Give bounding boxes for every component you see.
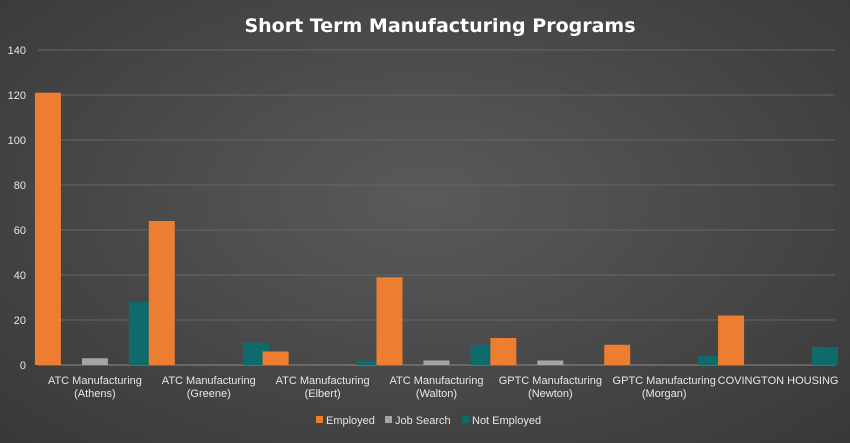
- y-tick-label: 80: [14, 180, 26, 192]
- legend-label: Employed: [326, 415, 375, 427]
- bar-job-search: [81, 358, 108, 365]
- y-tick-label: 120: [8, 90, 26, 102]
- legend-label: Job Search: [395, 415, 451, 427]
- legend-swatch: [462, 416, 469, 423]
- y-tick-label: 100: [8, 135, 26, 147]
- x-tick-label: GPTC Manufacturing (Newton): [499, 375, 602, 400]
- bar-not-employed: [356, 360, 383, 365]
- y-axis-ticks: 0 20 40 60 80 100 120 140: [8, 45, 26, 372]
- x-tick-label: ATC Manufacturing (Walton): [390, 375, 484, 400]
- bar-employed: [262, 351, 289, 365]
- y-tick-label: 140: [8, 45, 26, 57]
- y-tick-label: 60: [14, 225, 26, 237]
- bar-not-employed: [470, 344, 497, 365]
- y-tick-label: 20: [14, 315, 26, 327]
- bar-employed: [376, 277, 403, 365]
- bar-not-employed: [698, 356, 725, 365]
- y-tick-label: 40: [14, 270, 26, 282]
- bar-employed: [604, 344, 631, 365]
- bar-employed: [490, 338, 517, 365]
- bar-not-employed: [812, 347, 839, 365]
- bar-job-search: [423, 360, 450, 365]
- x-tick-label: ATC Manufacturing (Greene): [162, 375, 256, 400]
- x-tick-label: COVINGTON HOUSING: [718, 375, 839, 387]
- x-tick-label: ATC Manufacturing (Elbert): [276, 375, 370, 400]
- legend-swatch: [316, 416, 323, 423]
- x-tick-label: GPTC Manufacturing (Morgan): [613, 375, 716, 400]
- bar-employed: [718, 315, 745, 365]
- bar-employed: [148, 221, 175, 365]
- legend-label: Not Employed: [472, 415, 541, 427]
- bar-not-employed: [242, 342, 269, 365]
- legend: Employed Job Search Not Employed: [316, 415, 541, 427]
- bar-job-search: [537, 360, 564, 365]
- bar-employed: [34, 92, 61, 365]
- bars: [34, 92, 839, 365]
- x-axis-ticks: ATC Manufacturing (Athens) ATC Manufacturi…: [48, 375, 839, 400]
- chart-title: Short Term Manufacturing Programs: [244, 15, 635, 37]
- x-tick-label: ATC Manufacturing (Athens): [48, 375, 142, 400]
- y-tick-label: 0: [20, 360, 26, 372]
- legend-swatch: [385, 416, 392, 423]
